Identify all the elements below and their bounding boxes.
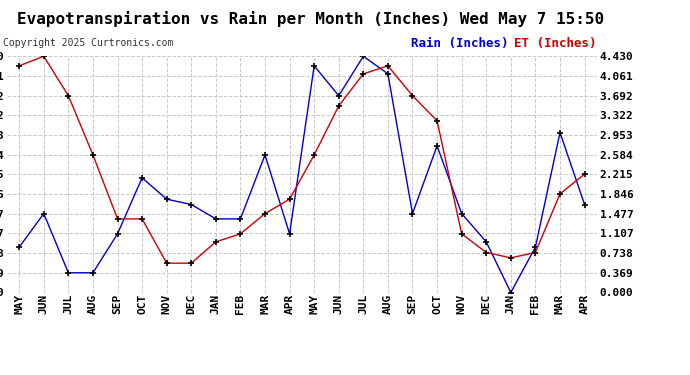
Text: Evapotranspiration vs Rain per Month (Inches) Wed May 7 15:50: Evapotranspiration vs Rain per Month (In…: [17, 11, 604, 27]
Text: Rain (Inches): Rain (Inches): [411, 38, 508, 51]
Text: Copyright 2025 Curtronics.com: Copyright 2025 Curtronics.com: [3, 38, 174, 48]
Text: ET (Inches): ET (Inches): [514, 38, 597, 51]
